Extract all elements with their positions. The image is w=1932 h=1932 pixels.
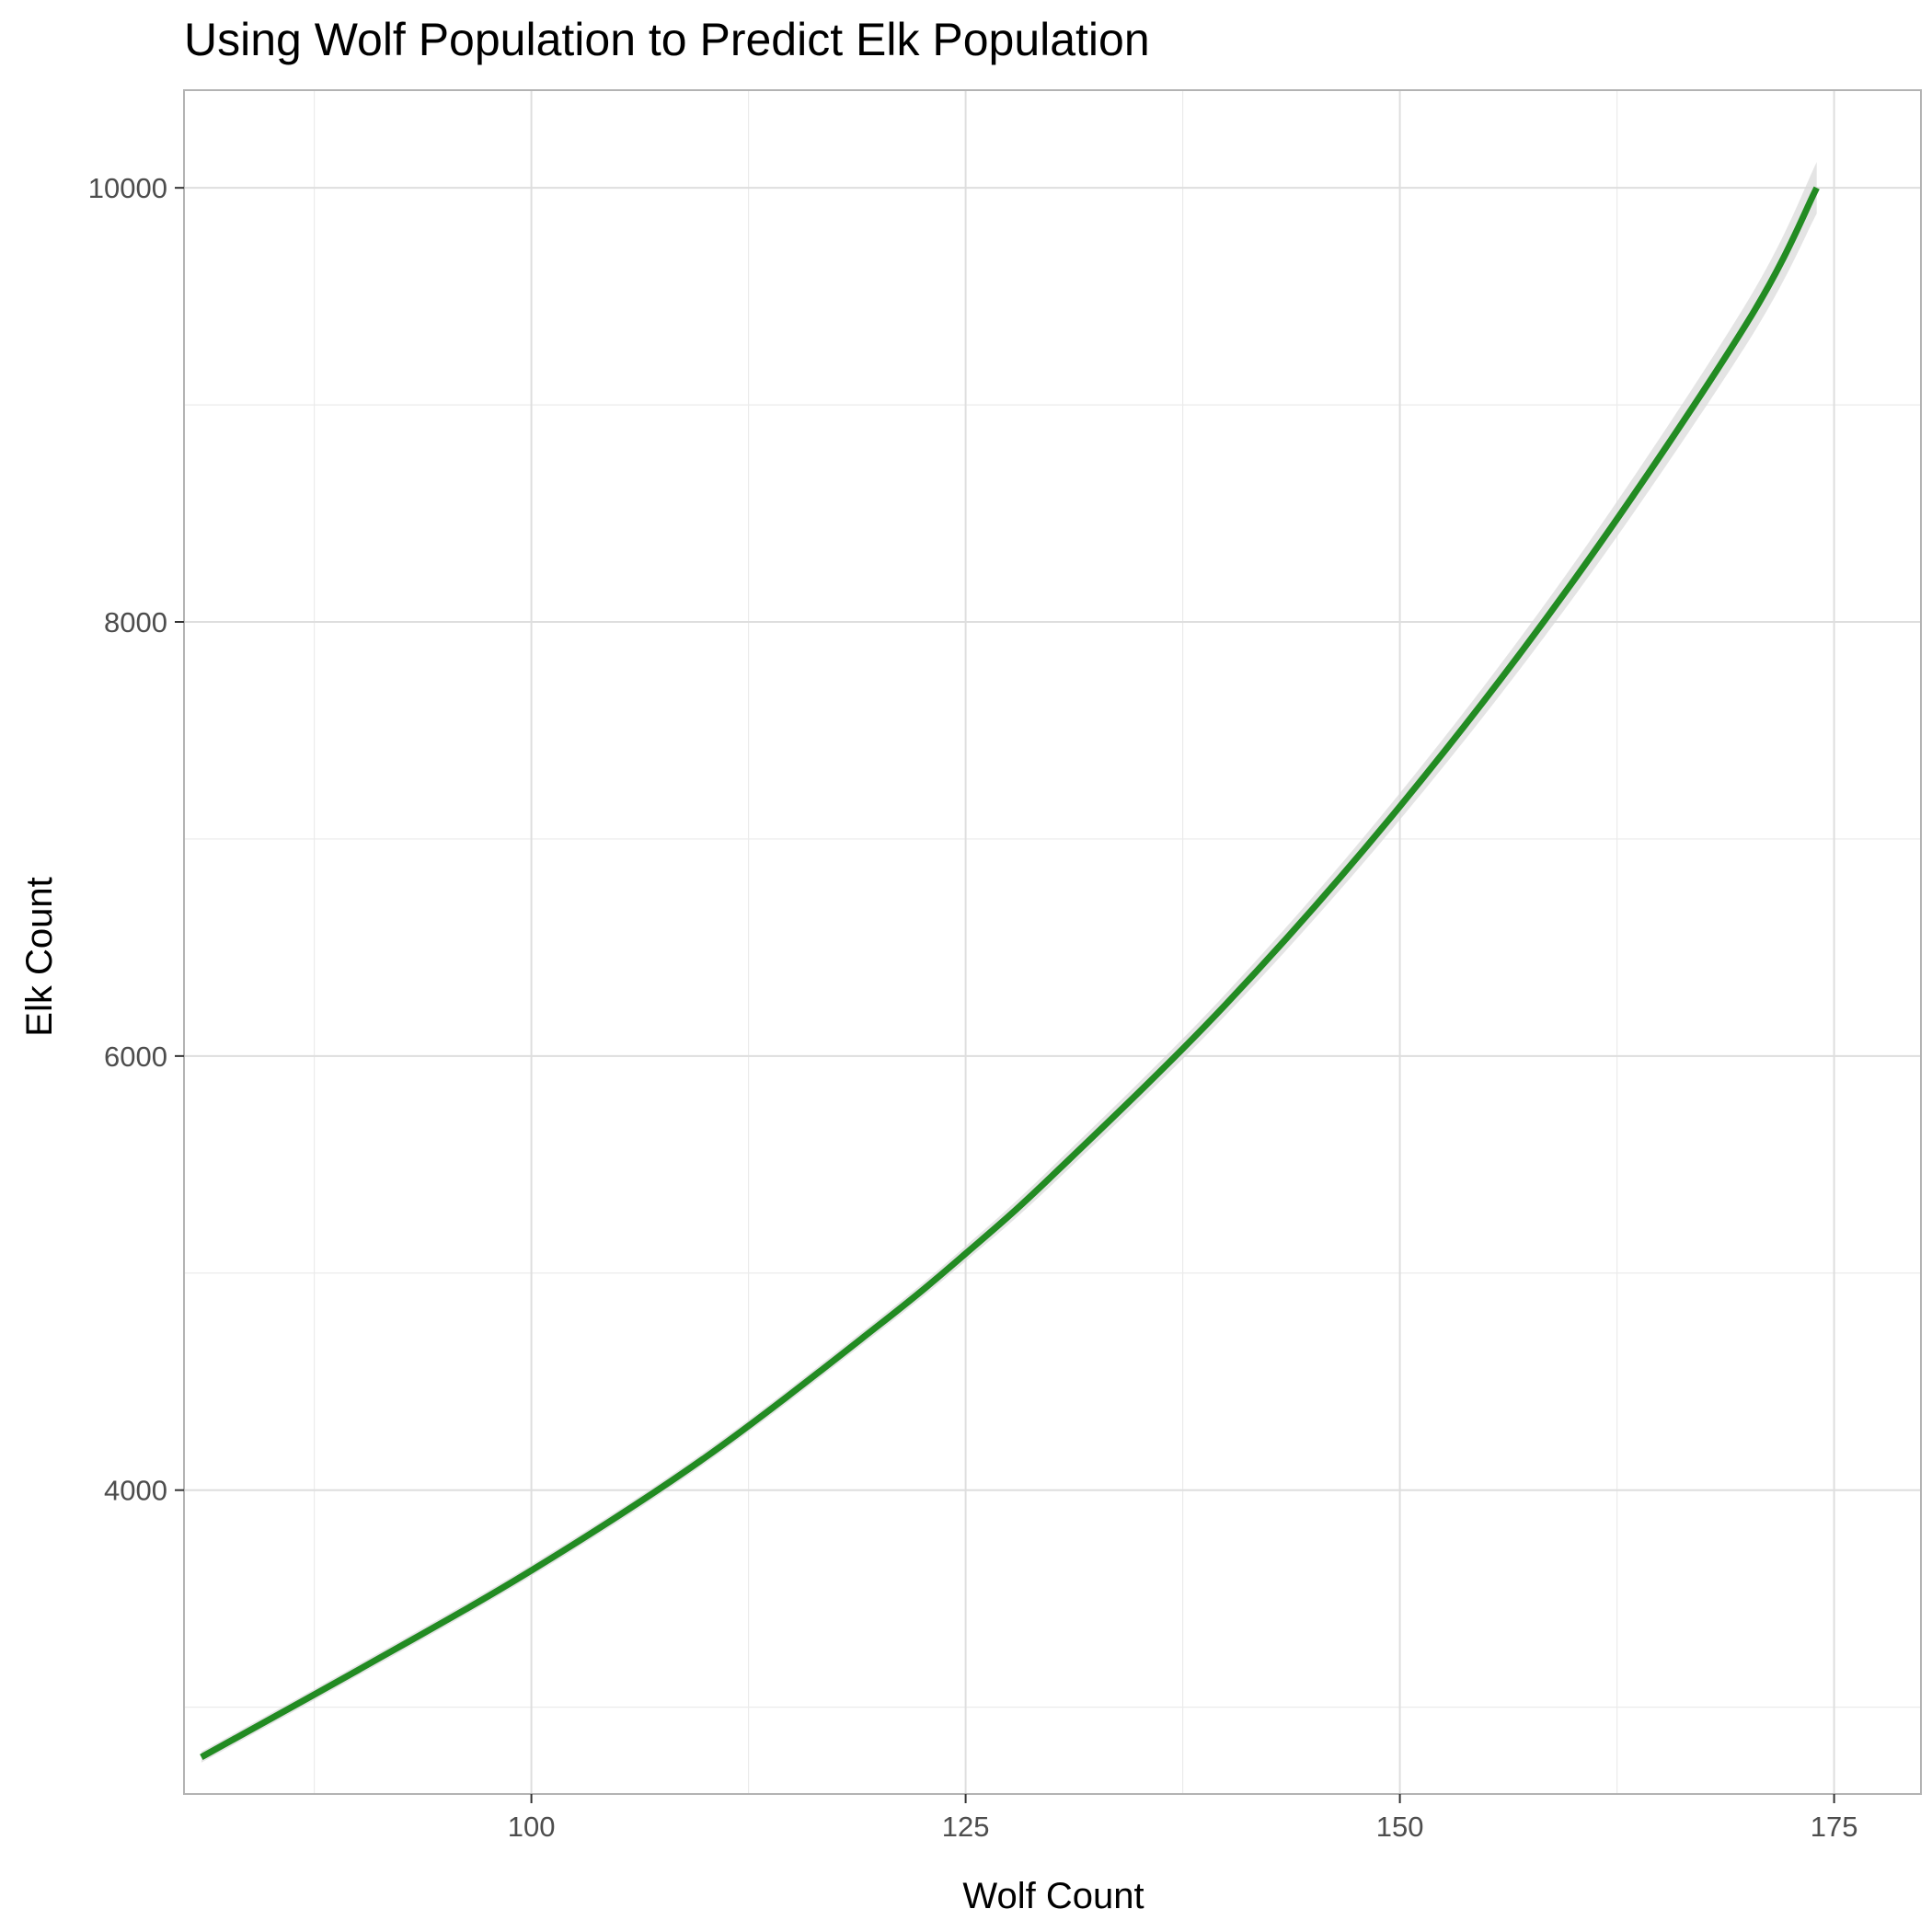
- y-axis-title: Elk Count: [19, 877, 60, 1036]
- series-layer: [200, 162, 1820, 1763]
- x-tick-label: 175: [1811, 1811, 1858, 1843]
- x-tick-label: 100: [508, 1811, 556, 1843]
- panel-border: [183, 89, 1922, 1795]
- grid-major: [184, 90, 1921, 1794]
- x-axis: 100 125 150 175: [508, 1794, 1858, 1843]
- x-tick-label: 125: [942, 1811, 990, 1843]
- x-tick-label: 150: [1376, 1811, 1424, 1843]
- y-axis: 4000 6000 8000 10000: [88, 172, 184, 1507]
- y-tick-label: 10000: [88, 172, 167, 204]
- series-line: [200, 186, 1820, 1760]
- y-tick-label: 4000: [104, 1475, 167, 1507]
- chart-title: Using Wolf Population to Predict Elk Pop…: [184, 14, 1150, 65]
- y-tick-label: 8000: [104, 606, 167, 638]
- grid-minor: [184, 90, 1921, 1794]
- y-tick-label: 6000: [104, 1041, 167, 1073]
- x-axis-title: Wolf Count: [962, 1876, 1144, 1916]
